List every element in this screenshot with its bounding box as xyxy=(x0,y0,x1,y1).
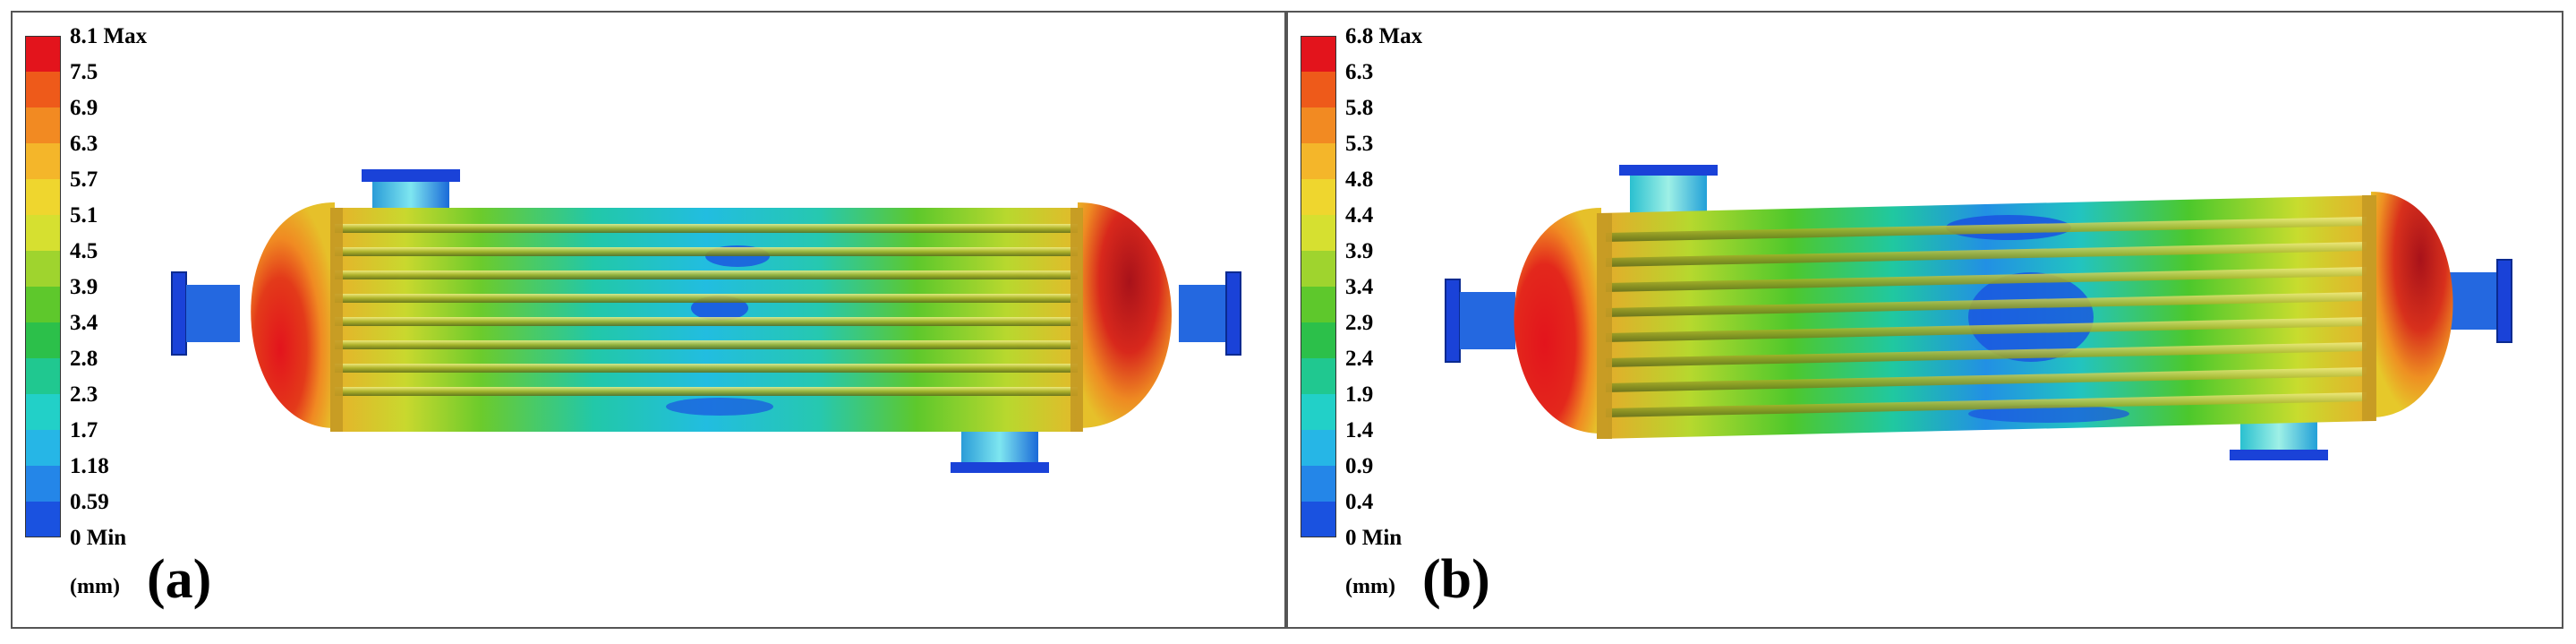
legend-swatch xyxy=(1301,107,1336,143)
heat-exchanger-model xyxy=(171,169,1241,473)
legend-tick: 3.4 xyxy=(1345,275,1374,299)
legend-swatch xyxy=(1301,72,1336,107)
legend-swatch xyxy=(1301,430,1336,466)
legend-swatch xyxy=(25,502,61,537)
legend-tick: 4.4 xyxy=(1345,203,1374,228)
legend-swatch xyxy=(1301,287,1336,322)
legend-swatch xyxy=(1301,358,1336,394)
legend-tick: 4.8 xyxy=(1345,167,1374,192)
legend-tick: 1.9 xyxy=(1345,382,1374,407)
heat-exchanger-model xyxy=(1445,165,2512,460)
legend-swatch xyxy=(25,430,61,466)
panel-label: (a) xyxy=(147,549,212,610)
legend-tick: 6.9 xyxy=(70,96,98,120)
panel-label: (b) xyxy=(1422,549,1490,610)
unit-label: (mm) xyxy=(70,575,120,598)
legend-tick: 6.3 xyxy=(1345,60,1374,84)
legend-swatch xyxy=(1301,36,1336,72)
legend-swatch xyxy=(25,394,61,430)
legend-swatch xyxy=(1301,466,1336,502)
legend-swatch xyxy=(25,251,61,287)
legend-swatch xyxy=(25,287,61,322)
legend-tick: 7.5 xyxy=(70,60,98,84)
legend-tick: 6.3 xyxy=(70,132,98,156)
panel-b: 6.8 Max 6.3 5.8 5.3 4.8 4.4 3.9 3.4 2.9 … xyxy=(1286,11,2563,629)
legend-tick: 2.9 xyxy=(1345,311,1374,335)
legend-tick: 0.4 xyxy=(1345,490,1374,514)
legend-swatch xyxy=(25,143,61,179)
legend-swatch xyxy=(25,72,61,107)
legend-swatch xyxy=(1301,143,1336,179)
panel-a: 8.1 Max 7.5 6.9 6.3 5.7 5.1 4.5 3.9 3.4 … xyxy=(11,11,1286,629)
legend-tick: 0 Min xyxy=(70,526,127,550)
legend-tick: 4.5 xyxy=(70,239,98,263)
legend-tick: 0.59 xyxy=(70,490,109,514)
unit-label: (mm) xyxy=(1345,575,1395,598)
legend-swatch xyxy=(1301,215,1336,251)
legend-tick: 0.9 xyxy=(1345,454,1374,478)
legend-swatch xyxy=(1301,251,1336,287)
legend-swatch xyxy=(1301,322,1336,358)
legend-tick: 5.7 xyxy=(70,167,98,192)
legend-tick: 5.1 xyxy=(70,203,98,228)
legend-swatch xyxy=(25,358,61,394)
legend-tick: 2.3 xyxy=(70,382,98,407)
legend-tick: 5.8 xyxy=(1345,96,1374,120)
legend-tick: 3.4 xyxy=(70,311,98,335)
legend-tick: 3.9 xyxy=(70,275,98,299)
legend-tick: 1.18 xyxy=(70,454,109,478)
legend-swatch xyxy=(1301,179,1336,215)
legend-tick: 2.4 xyxy=(1345,347,1374,371)
legend-tick: 2.8 xyxy=(70,347,98,371)
legend-swatch xyxy=(1301,502,1336,537)
legend-swatch xyxy=(25,36,61,72)
legend-swatch xyxy=(25,466,61,502)
legend-swatch xyxy=(25,107,61,143)
legend-swatch xyxy=(25,215,61,251)
legend-tick: 5.3 xyxy=(1345,132,1374,156)
legend-tick: 1.4 xyxy=(1345,418,1374,442)
legend-swatch xyxy=(25,179,61,215)
legend-tick: 6.8 Max xyxy=(1345,24,1423,48)
legend-tick: 3.9 xyxy=(1345,239,1374,263)
legend-swatch xyxy=(25,322,61,358)
legend-tick: 8.1 Max xyxy=(70,24,148,48)
legend-tick: 0 Min xyxy=(1345,526,1403,550)
legend-swatch xyxy=(1301,394,1336,430)
legend-tick: 1.7 xyxy=(70,418,98,442)
